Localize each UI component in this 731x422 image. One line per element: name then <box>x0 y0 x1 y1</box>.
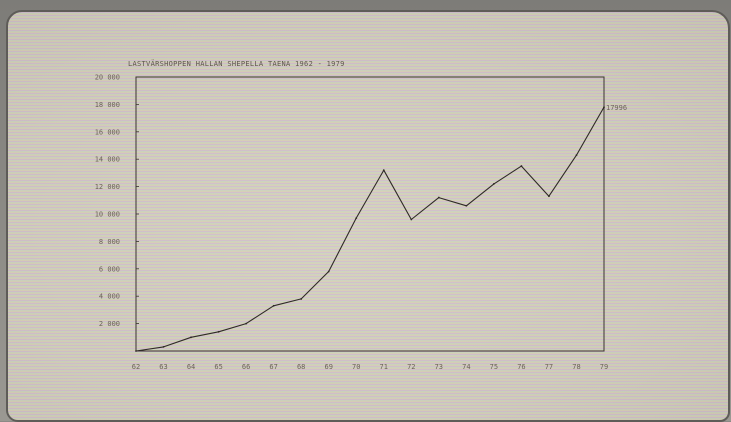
data-point <box>300 298 303 300</box>
x-tick-label: 67 <box>269 363 277 371</box>
y-tick-label: 12 000 <box>95 183 120 191</box>
y-tick-label: 4 000 <box>99 293 120 301</box>
data-point <box>465 204 468 207</box>
data-point <box>217 330 220 333</box>
y-tick-label: 10 000 <box>95 211 120 219</box>
y-tick-label: 2 000 <box>99 320 120 328</box>
data-point <box>245 322 248 325</box>
x-tick-label: 65 <box>214 363 222 371</box>
x-tick-label: 69 <box>324 363 332 371</box>
data-point <box>272 304 275 307</box>
plot-area: 20 000 18 000 16 000 14 000 12 000 10 000 8 00… <box>95 74 627 372</box>
x-tick-label: 74 <box>462 363 470 371</box>
y-tick-label: 18 000 <box>95 101 120 109</box>
x-tick-label: 62 <box>132 363 140 371</box>
x-tick-label: 79 <box>600 363 608 371</box>
x-tick-label: 64 <box>187 363 195 371</box>
end-value-label: 17996 <box>606 104 627 112</box>
y-tick-label: 14 000 <box>95 156 120 164</box>
y-tick-label: 16 000 <box>95 128 120 136</box>
data-point <box>355 217 358 220</box>
y-tick-label: 6 000 <box>99 265 120 273</box>
data-point <box>190 336 192 339</box>
line-chart: LASTVÄRSHOPPEN HALLAN SHEPELLA TAENA 196… <box>95 59 627 372</box>
data-point <box>327 270 330 273</box>
data-point <box>162 345 165 348</box>
chart-title: LASTVÄRSHOPPEN HALLAN SHEPELLA TAENA 196… <box>128 59 345 68</box>
data-point <box>492 182 495 185</box>
data-point <box>520 165 523 167</box>
series-line <box>135 106 605 352</box>
x-tick-label: 63 <box>159 363 167 371</box>
data-point <box>382 169 385 172</box>
x-tick-label: 78 <box>572 363 580 371</box>
data-point <box>603 106 605 109</box>
x-tick-label: 76 <box>517 363 525 371</box>
x-tick-label: 70 <box>352 363 360 371</box>
y-tick-label: 20 000 <box>95 74 120 82</box>
plot-frame <box>135 76 605 352</box>
data-point <box>410 218 413 221</box>
x-tick-label: 75 <box>490 363 498 371</box>
data-point <box>437 196 440 199</box>
data-point <box>575 154 578 156</box>
x-tick-label: 68 <box>297 363 305 371</box>
data-point <box>548 195 550 198</box>
x-tick-label: 77 <box>545 363 553 371</box>
x-tick-label: 66 <box>242 363 250 371</box>
y-tick-label: 8 000 <box>99 238 120 246</box>
data-point <box>135 350 137 352</box>
x-tick-label: 73 <box>435 363 443 371</box>
crt-screen: LASTVÄRSHOPPEN HALLAN SHEPELLA TAENA 196… <box>6 10 730 422</box>
x-tick-label: 71 <box>380 363 388 371</box>
x-tick-label: 72 <box>407 363 415 371</box>
